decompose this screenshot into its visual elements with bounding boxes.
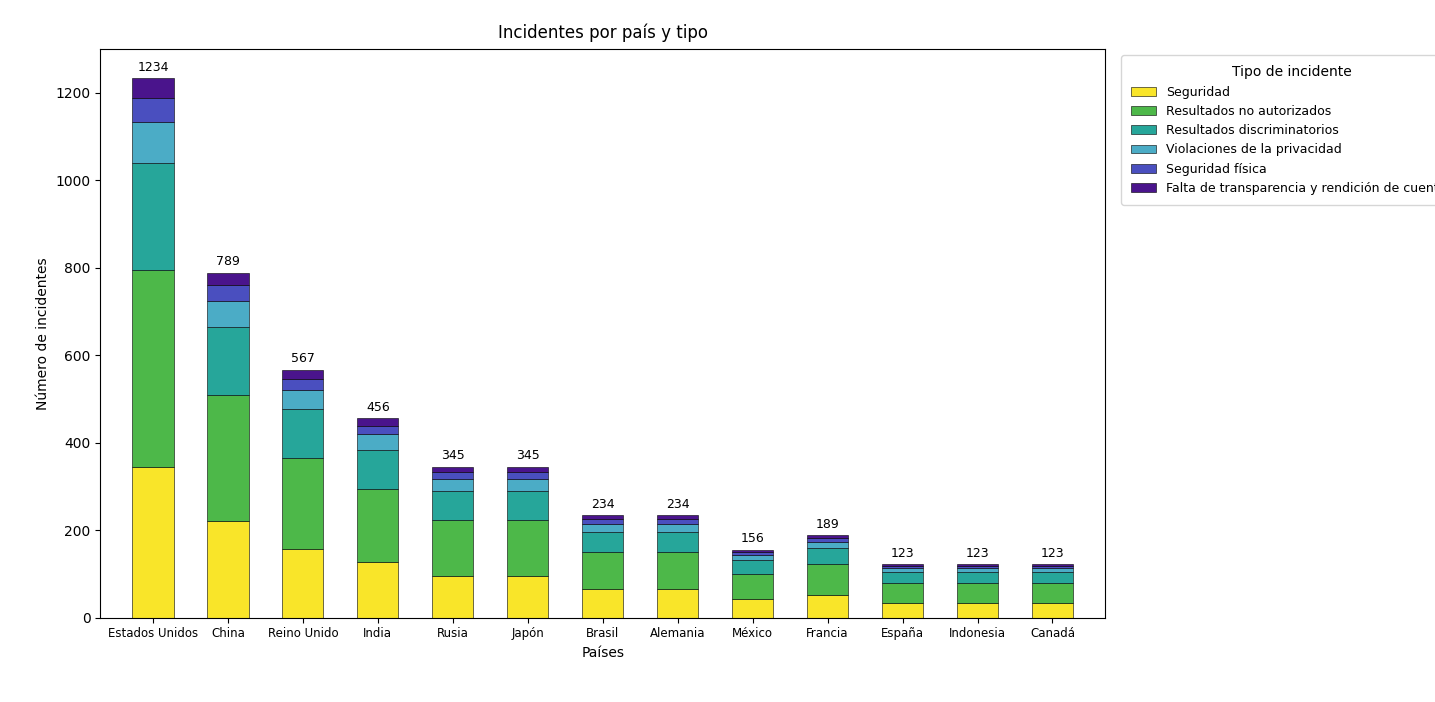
Bar	[507, 479, 548, 491]
Bar	[583, 531, 623, 552]
Bar	[883, 583, 923, 603]
Bar	[806, 542, 848, 548]
Bar	[432, 472, 474, 479]
Bar	[357, 562, 399, 618]
Bar	[132, 98, 174, 121]
Bar	[507, 472, 548, 479]
Text: 123: 123	[966, 547, 989, 559]
Bar	[657, 589, 699, 618]
Text: 345: 345	[441, 449, 465, 463]
Bar	[432, 467, 474, 472]
Bar	[732, 599, 773, 618]
Text: 234: 234	[666, 498, 689, 511]
Bar	[732, 574, 773, 599]
Bar	[207, 272, 248, 286]
Bar	[507, 491, 548, 520]
Bar	[357, 425, 399, 435]
Bar	[283, 370, 323, 379]
Text: 156: 156	[740, 532, 765, 545]
Text: 234: 234	[591, 498, 614, 511]
Bar	[957, 566, 999, 569]
Bar	[207, 327, 248, 395]
Bar	[132, 78, 174, 98]
Bar	[732, 560, 773, 574]
Bar	[1032, 569, 1073, 572]
Bar	[357, 418, 399, 425]
Bar	[1032, 583, 1073, 603]
Bar	[732, 552, 773, 555]
Bar	[432, 520, 474, 576]
Bar	[507, 520, 548, 576]
Text: 789: 789	[215, 256, 240, 268]
Bar	[132, 121, 174, 164]
Bar	[283, 409, 323, 458]
Y-axis label: Número de incidentes: Número de incidentes	[36, 257, 50, 410]
Bar	[732, 555, 773, 560]
Bar	[283, 548, 323, 618]
Bar	[883, 603, 923, 618]
Bar	[806, 538, 848, 542]
Text: 123: 123	[1040, 547, 1065, 559]
Bar	[957, 569, 999, 572]
Bar	[357, 435, 399, 450]
Bar	[583, 552, 623, 589]
Bar	[657, 552, 699, 589]
Bar	[283, 458, 323, 548]
Bar	[207, 522, 248, 618]
Bar	[1032, 566, 1073, 569]
Bar	[132, 467, 174, 618]
Bar	[432, 576, 474, 618]
Bar	[357, 489, 399, 562]
Bar	[957, 572, 999, 583]
Bar	[657, 515, 699, 519]
Bar	[507, 576, 548, 618]
Bar	[732, 550, 773, 552]
Bar	[283, 390, 323, 409]
Bar	[207, 286, 248, 300]
Bar	[883, 566, 923, 569]
Bar	[583, 519, 623, 524]
Bar	[283, 379, 323, 390]
Text: 1234: 1234	[138, 60, 169, 74]
Bar	[507, 467, 548, 472]
Bar	[957, 583, 999, 603]
Text: 567: 567	[291, 352, 314, 365]
Bar	[583, 515, 623, 519]
Text: 456: 456	[366, 401, 390, 414]
X-axis label: Países: Países	[581, 646, 624, 660]
Bar	[357, 450, 399, 489]
Title: Incidentes por país y tipo: Incidentes por país y tipo	[498, 24, 707, 42]
Bar	[883, 564, 923, 566]
Legend: Seguridad, Resultados no autorizados, Resultados discriminatorios, Violaciones d: Seguridad, Resultados no autorizados, Re…	[1121, 55, 1435, 205]
Bar	[806, 564, 848, 595]
Bar	[883, 572, 923, 583]
Bar	[883, 569, 923, 572]
Text: 123: 123	[891, 547, 914, 559]
Bar	[583, 589, 623, 618]
Text: 189: 189	[815, 517, 839, 531]
Bar	[957, 603, 999, 618]
Bar	[657, 524, 699, 531]
Bar	[1032, 603, 1073, 618]
Bar	[432, 491, 474, 520]
Bar	[657, 519, 699, 524]
Bar	[132, 164, 174, 270]
Bar	[806, 548, 848, 564]
Bar	[207, 395, 248, 522]
Bar	[207, 300, 248, 327]
Bar	[806, 595, 848, 618]
Bar	[132, 270, 174, 467]
Bar	[583, 524, 623, 531]
Bar	[432, 479, 474, 491]
Bar	[806, 535, 848, 538]
Bar	[1032, 572, 1073, 583]
Bar	[957, 564, 999, 566]
Text: 345: 345	[515, 449, 540, 463]
Bar	[657, 531, 699, 552]
Bar	[1032, 564, 1073, 566]
